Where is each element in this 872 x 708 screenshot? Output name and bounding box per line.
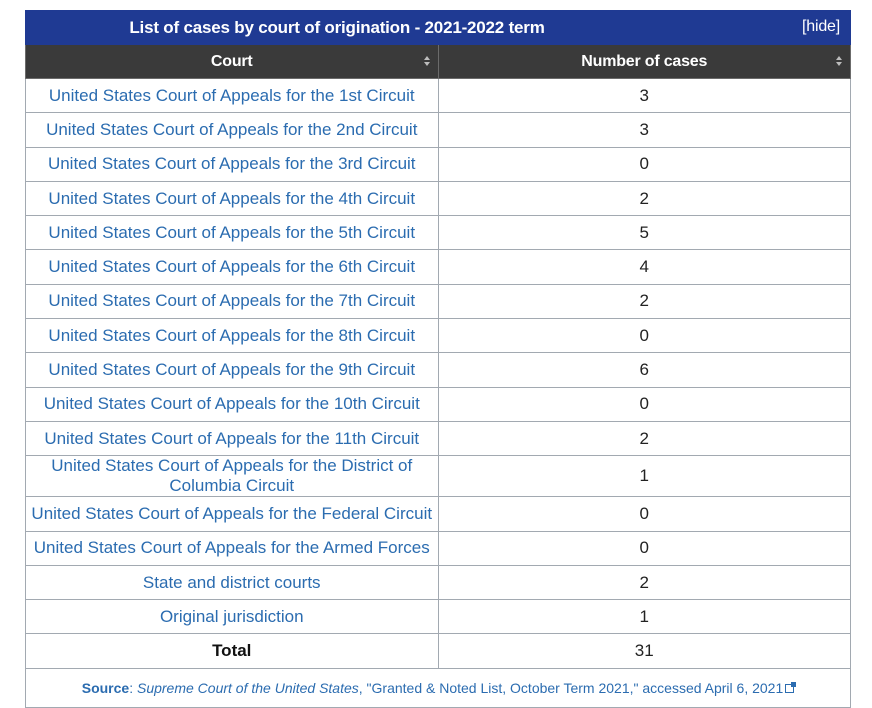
cases-count-cell: 2 (437, 420, 851, 457)
cases-count-cell: 0 (437, 386, 851, 422)
court-link[interactable]: United States Court of Appeals for the F… (31, 503, 433, 523)
table-title-bar: List of cases by court of origination - … (25, 10, 851, 45)
table-row: United States Court of Appeals for the A… (25, 530, 851, 566)
table-row: United States Court of Appeals for the 1… (25, 420, 851, 457)
sort-icon[interactable] (836, 56, 842, 67)
cases-count-cell: 0 (437, 146, 851, 182)
column-header-court[interactable]: Court (25, 44, 439, 79)
cases-count-cell: 1 (437, 455, 851, 498)
court-cell: United States Court of Appeals for the 3… (25, 146, 439, 182)
table-row: United States Court of Appeals for the 1… (25, 77, 851, 114)
court-link[interactable]: United States Court of Appeals for the 8… (48, 325, 416, 345)
court-link[interactable]: United States Court of Appeals for the 7… (48, 291, 416, 311)
court-cell: United States Court of Appeals for the 8… (25, 318, 439, 354)
court-link[interactable]: United States Court of Appeals for the 1… (48, 85, 415, 105)
table-row: United States Court of Appeals for the 9… (25, 352, 851, 388)
table-row: United States Court of Appeals for the D… (25, 455, 851, 498)
cases-count-cell: 2 (437, 283, 851, 320)
table-row: United States Court of Appeals for the 6… (25, 249, 851, 285)
table-row: United States Court of Appeals for the 3… (25, 146, 851, 182)
cases-table-container: List of cases by court of origination - … (25, 10, 851, 708)
table-row: State and district courts 2 (25, 564, 851, 601)
cases-count-cell: 6 (437, 352, 851, 388)
table-row: United States Court of Appeals for the 1… (25, 386, 851, 422)
source-label: Source (81, 679, 130, 696)
court-link[interactable]: United States Court of Appeals for the 5… (48, 222, 416, 242)
court-link[interactable]: United States Court of Appeals for the 4… (48, 188, 416, 208)
column-header-court-label: Court (210, 52, 253, 70)
court-link[interactable]: United States Court of Appeals for the 2… (46, 119, 418, 139)
cases-count-cell: 0 (437, 318, 851, 354)
court-link[interactable]: United States Court of Appeals for the D… (51, 456, 413, 496)
cases-count-cell: 4 (437, 249, 851, 285)
court-cell: United States Court of Appeals for the 7… (25, 283, 439, 320)
cases-count-cell: 1 (437, 599, 851, 635)
total-value: 31 (437, 633, 851, 669)
table-row: United States Court of Appeals for the 4… (25, 180, 851, 217)
cases-by-court-table: List of cases by court of origination - … (25, 10, 851, 708)
table-row: United States Court of Appeals for the 8… (25, 318, 851, 354)
source-citation-link[interactable]: , "Granted & Noted List, October Term 20… (358, 679, 784, 696)
sort-icon[interactable] (423, 56, 430, 67)
table-row: United States Court of Appeals for the 2… (25, 112, 851, 148)
court-link[interactable]: United States Court of Appeals for the 6… (48, 257, 416, 277)
court-cell: United States Court of Appeals for the 6… (25, 249, 439, 285)
cases-count-cell: 3 (437, 112, 851, 148)
court-link[interactable]: United States Court of Appeals for the A… (33, 538, 430, 558)
court-link[interactable]: State and district courts (142, 572, 321, 592)
court-link[interactable]: United States Court of Appeals for the 9… (48, 360, 416, 380)
table-title: List of cases by court of origination - … (129, 18, 545, 37)
court-cell: Original jurisdiction (25, 599, 439, 635)
source-publisher: Supreme Court of the United States (136, 679, 359, 696)
table-row: United States Court of Appeals for the 7… (25, 283, 851, 320)
external-link-icon[interactable] (785, 681, 797, 693)
cases-count-cell: 5 (437, 215, 851, 251)
column-header-cases[interactable]: Number of cases (437, 44, 851, 79)
court-cell: United States Court of Appeals for the 1… (25, 386, 439, 422)
hide-toggle[interactable]: [hide] (802, 18, 840, 35)
total-label: Total (25, 633, 439, 669)
court-link[interactable]: United States Court of Appeals for the 1… (44, 428, 420, 448)
cases-count-cell: 0 (437, 496, 851, 532)
court-cell: United States Court of Appeals for the F… (25, 496, 439, 532)
court-cell: United States Court of Appeals for the 4… (25, 180, 439, 217)
cases-count-cell: 2 (437, 180, 851, 217)
source-row: Source: Supreme Court of the United Stat… (25, 667, 851, 708)
cases-count-cell: 0 (437, 530, 851, 566)
table-row: United States Court of Appeals for the 5… (25, 215, 851, 251)
total-row: Total 31 (25, 633, 851, 669)
court-cell: United States Court of Appeals for the 1… (25, 77, 439, 114)
cases-count-cell: 3 (437, 77, 851, 114)
source-note: Source: Supreme Court of the United Stat… (25, 667, 851, 708)
court-cell: United States Court of Appeals for the 9… (25, 352, 439, 388)
column-header-cases-label: Number of cases (581, 52, 708, 70)
court-cell: United States Court of Appeals for the A… (25, 530, 439, 566)
table-row: Original jurisdiction 1 (25, 599, 851, 635)
cases-count-cell: 2 (437, 564, 851, 601)
court-cell: United States Court of Appeals for the 1… (25, 420, 439, 457)
court-link[interactable]: United States Court of Appeals for the 3… (47, 154, 416, 174)
court-cell: United States Court of Appeals for the 2… (25, 112, 439, 148)
court-cell: United States Court of Appeals for the 5… (25, 215, 439, 251)
court-cell: State and district courts (25, 564, 439, 601)
court-link[interactable]: Original jurisdiction (159, 606, 304, 626)
table-row: United States Court of Appeals for the F… (25, 496, 851, 532)
court-link[interactable]: United States Court of Appeals for the 1… (43, 394, 420, 414)
court-cell: United States Court of Appeals for the D… (25, 455, 439, 498)
